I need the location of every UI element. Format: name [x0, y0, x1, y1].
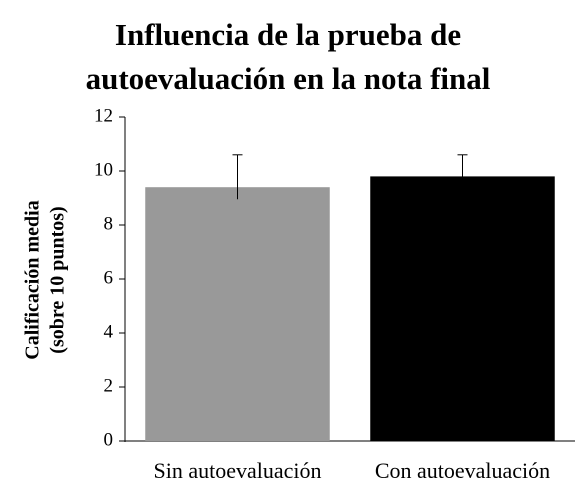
x-tick-label: Sin autoevaluación: [153, 458, 321, 483]
y-tick-label: 8: [104, 213, 114, 234]
y-axis-label-line: (sobre 10 puntos): [47, 206, 69, 353]
bar: [145, 187, 330, 441]
x-tick-label: Con autoevaluación: [375, 458, 550, 483]
y-tick-label: 4: [104, 321, 114, 342]
y-tick-label: 10: [94, 159, 113, 180]
y-tick-label: 6: [104, 267, 114, 288]
y-tick-label: 12: [94, 105, 113, 126]
y-axis-label-line: Calificación media: [22, 200, 44, 359]
y-axis-label: Calificación media (sobre 10 puntos): [22, 200, 69, 359]
chart-title: autoevaluación en la nota final: [86, 61, 491, 96]
y-tick-label: 0: [104, 429, 114, 450]
bar: [370, 176, 555, 441]
y-tick-label: 2: [104, 375, 114, 396]
chart-title: Influencia de la prueba de: [115, 17, 461, 52]
